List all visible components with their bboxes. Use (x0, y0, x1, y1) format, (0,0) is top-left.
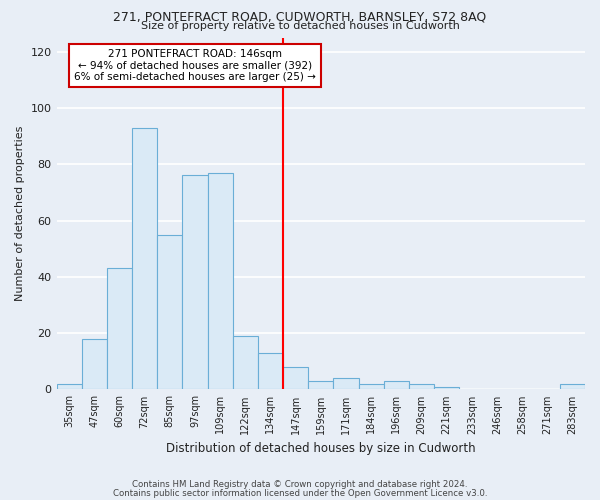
Text: Size of property relative to detached houses in Cudworth: Size of property relative to detached ho… (140, 21, 460, 31)
Bar (208, 172, 233, 390)
X-axis label: Distribution of detached houses by size in Cudworth: Distribution of detached houses by size … (166, 442, 476, 455)
Bar (56, 384, 82, 390)
Bar (157, 234, 182, 390)
Bar (308, 381, 334, 390)
Bar (560, 384, 585, 390)
Bar (359, 384, 383, 390)
Bar (409, 384, 434, 390)
Bar (132, 128, 157, 390)
Bar (107, 268, 132, 390)
Text: Contains HM Land Registry data © Crown copyright and database right 2024.: Contains HM Land Registry data © Crown c… (132, 480, 468, 489)
Text: 271 PONTEFRACT ROAD: 146sqm
← 94% of detached houses are smaller (392)
6% of sem: 271 PONTEFRACT ROAD: 146sqm ← 94% of det… (74, 49, 316, 82)
Bar (334, 378, 359, 390)
Bar (182, 176, 208, 390)
Bar (383, 381, 409, 390)
Bar (233, 336, 258, 390)
Text: Contains public sector information licensed under the Open Government Licence v3: Contains public sector information licen… (113, 488, 487, 498)
Bar (82, 339, 107, 390)
Y-axis label: Number of detached properties: Number of detached properties (15, 126, 25, 301)
Bar (258, 353, 283, 390)
Bar (283, 367, 308, 390)
Bar (434, 386, 459, 390)
Text: 271, PONTEFRACT ROAD, CUDWORTH, BARNSLEY, S72 8AQ: 271, PONTEFRACT ROAD, CUDWORTH, BARNSLEY… (113, 11, 487, 24)
